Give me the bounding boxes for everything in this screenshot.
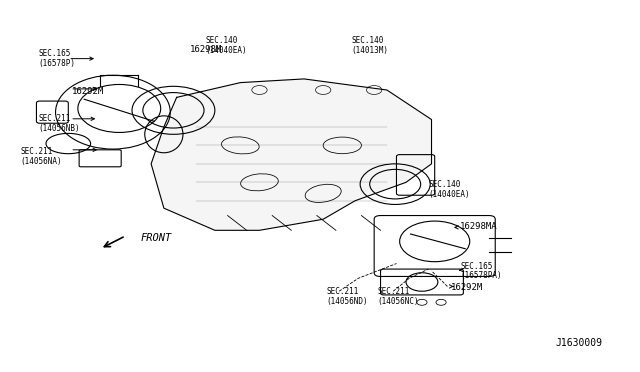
Text: SEC.211
(14056NA): SEC.211 (14056NA) [20, 147, 62, 166]
Text: FRONT: FRONT [140, 233, 172, 243]
Polygon shape [151, 79, 431, 230]
Text: SEC.140
(14013M): SEC.140 (14013M) [352, 36, 389, 55]
Text: 16292M: 16292M [72, 87, 104, 96]
Text: J1630009: J1630009 [556, 338, 603, 348]
Text: SEC.211
(14056NC): SEC.211 (14056NC) [378, 288, 419, 306]
Text: 16298MA: 16298MA [460, 222, 498, 231]
Text: SEC.140
(14040EA): SEC.140 (14040EA) [205, 36, 247, 55]
Text: SEC.165
(16578P): SEC.165 (16578P) [38, 49, 76, 68]
Text: 16292M: 16292M [451, 283, 483, 292]
Text: 16298M: 16298M [189, 45, 221, 54]
Text: SEC.211
(14056ND): SEC.211 (14056ND) [326, 288, 368, 306]
Text: SEC.140
(14040EA): SEC.140 (14040EA) [428, 180, 470, 199]
Text: SEC.165
(16578PA): SEC.165 (16578PA) [460, 262, 502, 280]
Text: SEC.211
(14056NB): SEC.211 (14056NB) [38, 114, 80, 132]
